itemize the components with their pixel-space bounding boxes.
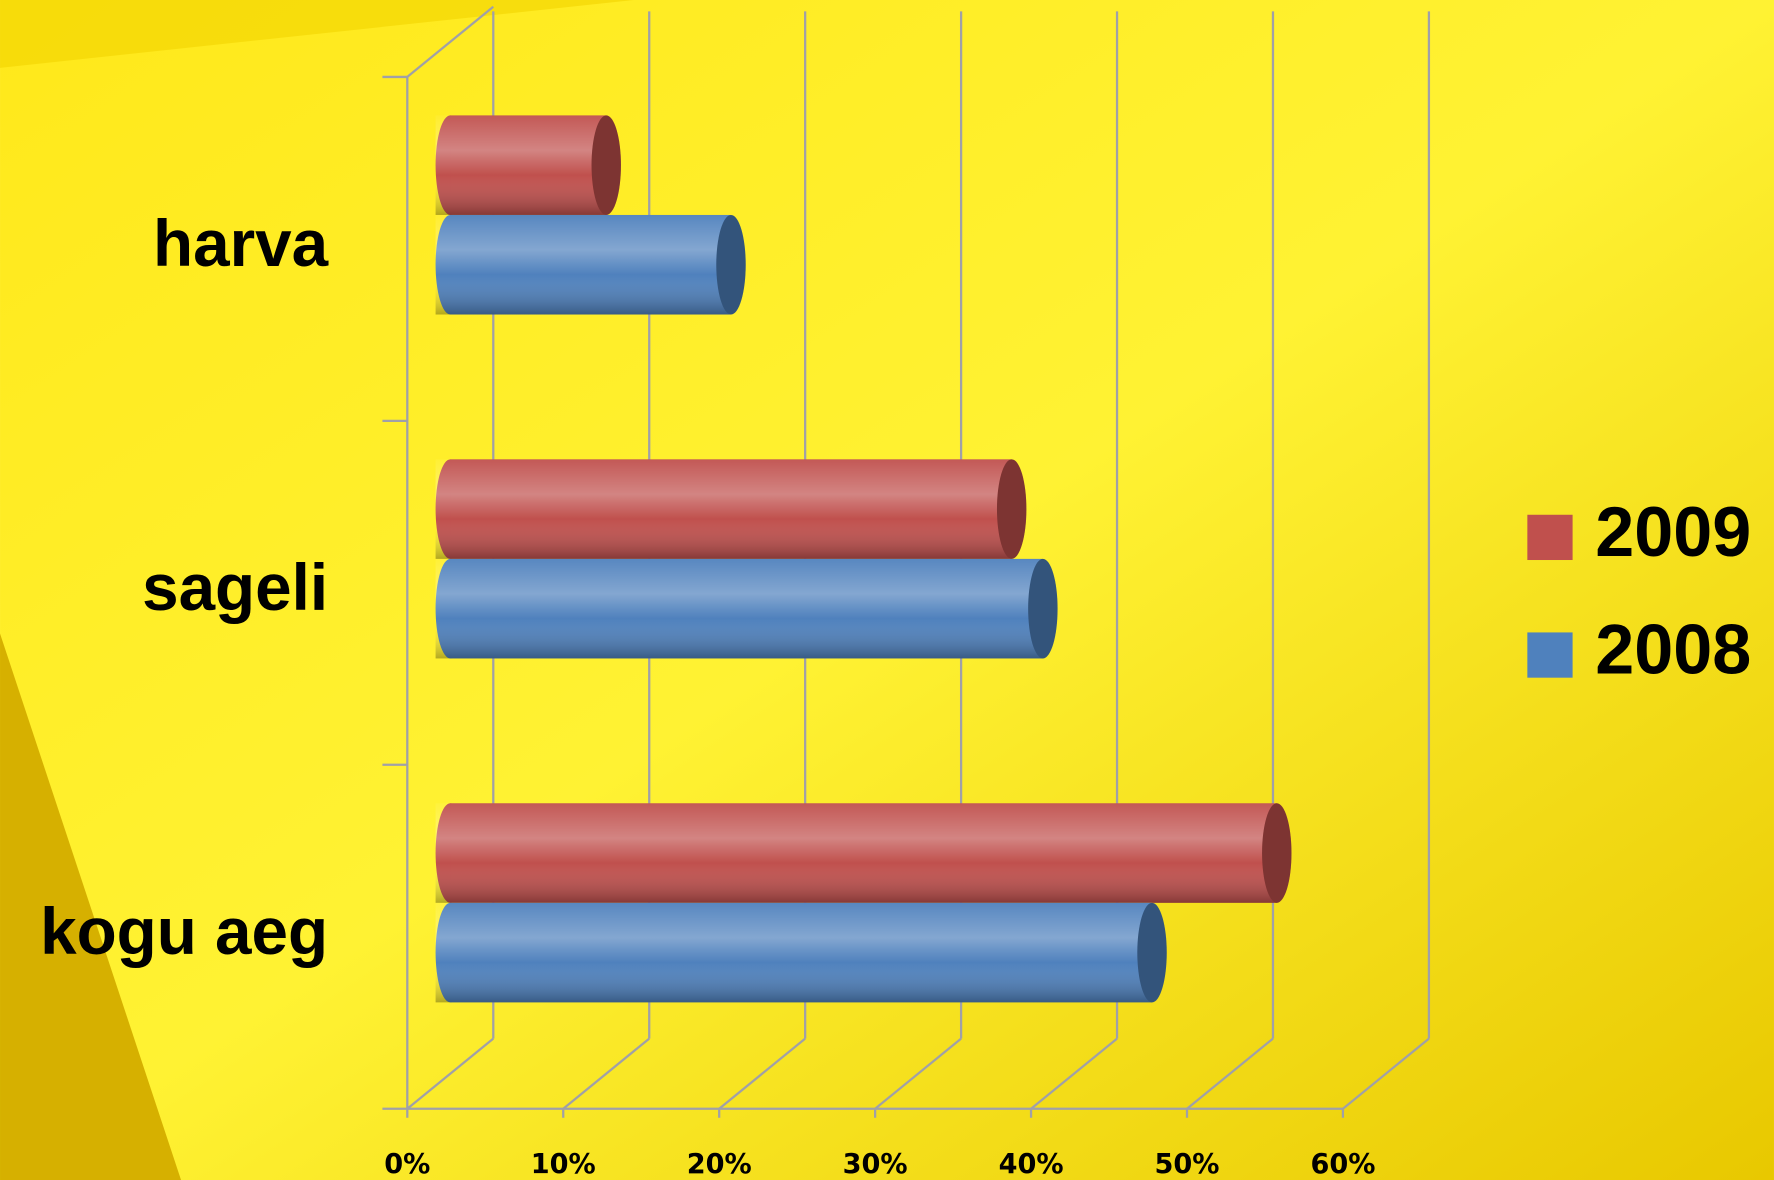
grid-line [874,1037,962,1110]
x-tick-label: 50% [1155,1149,1220,1180]
bar-cap-end-shade [1028,558,1058,659]
grid-line [562,1037,650,1110]
axis-line [406,5,495,78]
category-label: kogu aeg [40,895,328,968]
bar-cap-end [1262,803,1292,903]
bar-shading [435,459,1012,559]
bar-cap-end-shade [591,115,621,215]
bar-cap-end [996,459,1027,559]
bar-shading [435,115,607,215]
bar-cap-end-shade [716,214,746,315]
bar-cap-end [1028,558,1058,659]
bar-cap-end [1137,902,1167,1003]
bar-shading [435,902,1153,1003]
x-tick-label: 30% [843,1149,908,1180]
x-tick-label: 60% [1310,1149,1375,1180]
bar-shading [435,558,1043,659]
bar-cap-end [591,115,621,215]
bar-cap-end [716,214,746,315]
legend-label: 2009 [1595,493,1751,571]
grid-line [406,1037,495,1110]
x-tick-label: 20% [687,1149,752,1180]
bar-cap-end-shade [1137,902,1167,1003]
legend-swatch [1527,632,1573,678]
legend-label: 2008 [1595,611,1751,689]
category-label: harva [153,207,329,280]
category-label: sageli [142,551,328,624]
grid-line [718,1037,806,1110]
x-tick-label: 0% [384,1149,430,1180]
bar-shading [435,803,1277,903]
bar-cap-end-shade [996,459,1027,559]
grid-line [1030,1037,1118,1110]
grid-line [1342,1037,1430,1110]
bar-cap-end-shade [1262,803,1292,903]
x-tick-label: 10% [531,1149,596,1180]
x-tick-label: 40% [999,1149,1064,1180]
grid-line [1186,1037,1274,1110]
bar-shading [435,214,731,315]
legend-swatch [1527,514,1573,561]
